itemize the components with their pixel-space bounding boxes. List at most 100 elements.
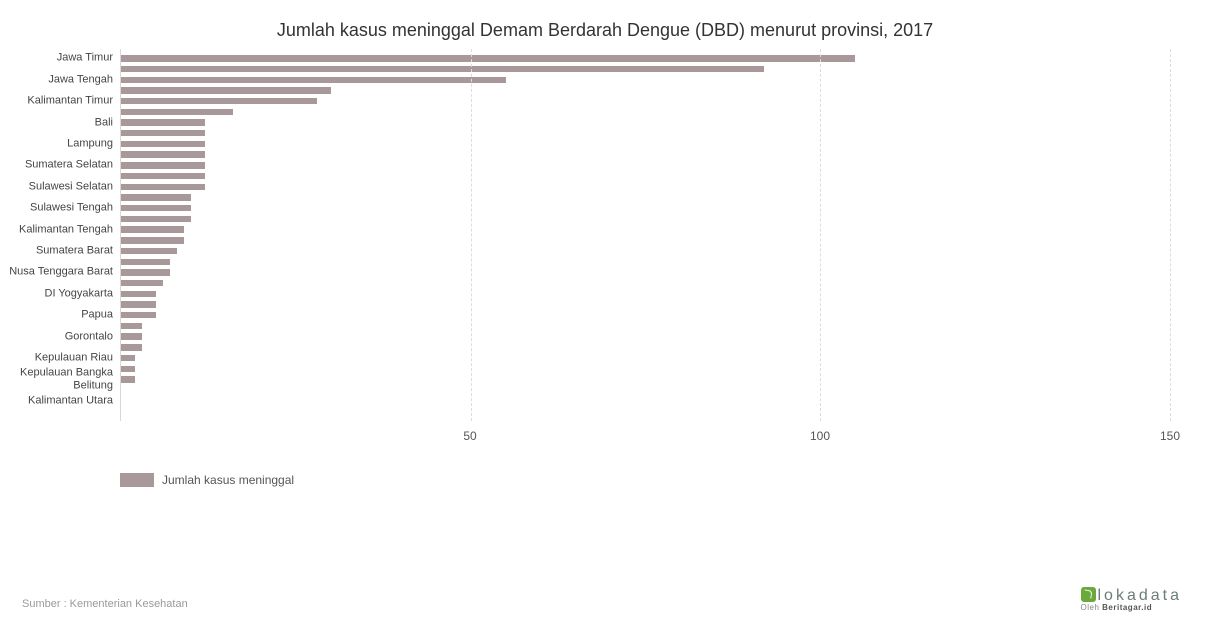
y-tick-label: Jawa Timur	[3, 52, 121, 65]
bar-row: Sulawesi Selatan	[121, 181, 1170, 192]
x-tick-label: 100	[810, 429, 830, 443]
bar	[121, 151, 205, 157]
bar-row	[121, 278, 1170, 289]
y-tick-label: Gorontalo	[3, 330, 121, 343]
bar-row	[121, 363, 1170, 374]
bar-row: Kalimantan Tengah	[121, 224, 1170, 235]
y-tick-label: Sumatera Selatan	[3, 159, 121, 172]
bar	[121, 194, 191, 200]
bar-row: Bali	[121, 117, 1170, 128]
bar	[121, 291, 156, 297]
bar	[121, 55, 855, 61]
bar-row: Jawa Timur	[121, 53, 1170, 64]
bar-row	[121, 149, 1170, 160]
y-tick-label: DI Yogyakarta	[3, 287, 121, 300]
bar-row	[121, 299, 1170, 310]
bar	[121, 269, 170, 275]
bar	[121, 333, 142, 339]
bar	[121, 355, 135, 361]
bar	[121, 216, 191, 222]
bar	[121, 259, 170, 265]
source-text: Sumber : Kementerian Kesehatan	[22, 598, 188, 610]
legend-label: Jumlah kasus meninggal	[162, 473, 294, 487]
bar-row: Nusa Tenggara Barat	[121, 267, 1170, 278]
bar-row	[121, 171, 1170, 182]
bar	[121, 237, 184, 243]
bar-row: Lampung	[121, 139, 1170, 150]
bar	[121, 376, 135, 382]
bar	[121, 87, 331, 93]
plot-region: Jawa Timur Jawa Tengah Kalimantan Timur Bal…	[120, 49, 1170, 421]
bar-row: Jawa Tengah	[121, 74, 1170, 85]
bar-row	[121, 406, 1170, 417]
bar	[121, 205, 191, 211]
bar-row: Kalimantan Timur	[121, 96, 1170, 107]
bar-row	[121, 128, 1170, 139]
y-tick-label: Lampung	[3, 138, 121, 151]
bar-row: Gorontalo	[121, 331, 1170, 342]
bar-row	[121, 256, 1170, 267]
gridline	[1170, 49, 1171, 421]
bar	[121, 173, 205, 179]
bar-row	[121, 192, 1170, 203]
bar	[121, 141, 205, 147]
bar-row: Sulawesi Tengah	[121, 203, 1170, 214]
y-tick-label: Kepulauan Bangka Belitung	[3, 367, 121, 392]
x-tick-label: 150	[1160, 429, 1180, 443]
bar	[121, 109, 233, 115]
bar-row	[121, 235, 1170, 246]
bar-row: Kalimantan Utara	[121, 396, 1170, 407]
y-tick-label: Jawa Tengah	[3, 73, 121, 86]
leaf-icon	[1081, 587, 1096, 602]
bar-row	[121, 85, 1170, 96]
bar	[121, 162, 205, 168]
gridline	[471, 49, 472, 421]
chart-title: Jumlah kasus meninggal Demam Berdarah De…	[0, 0, 1210, 49]
y-tick-label: Kalimantan Tengah	[3, 223, 121, 236]
legend: Jumlah kasus meninggal	[120, 473, 1210, 487]
bar-row	[121, 385, 1170, 396]
bar-row	[121, 321, 1170, 332]
bar	[121, 119, 205, 125]
gridline	[820, 49, 821, 421]
bar	[121, 66, 764, 72]
y-tick-label: Kalimantan Timur	[3, 95, 121, 108]
brand-sub-prefix: Oleh	[1081, 603, 1103, 612]
bar	[121, 77, 506, 83]
bar	[121, 323, 142, 329]
brand-name-text: lokadata	[1098, 587, 1183, 604]
bar	[121, 130, 205, 136]
bar-row	[121, 214, 1170, 225]
y-tick-label: Sulawesi Tengah	[3, 202, 121, 215]
bar-row	[121, 64, 1170, 75]
chart-area: Jawa Timur Jawa Tengah Kalimantan Timur Bal…	[120, 49, 1170, 449]
bar-row: Kepulauan Riau	[121, 353, 1170, 364]
bar-row	[121, 342, 1170, 353]
bar	[121, 98, 317, 104]
bar-row: Papua	[121, 310, 1170, 321]
bar	[121, 312, 156, 318]
brand-logo: lokadata Oleh Beritagar.id	[1081, 587, 1183, 612]
bar-row	[121, 107, 1170, 118]
bar	[121, 226, 184, 232]
bar	[121, 301, 156, 307]
y-tick-label: Kalimantan Utara	[3, 395, 121, 408]
bar-row: Sumatera Selatan	[121, 160, 1170, 171]
legend-swatch	[120, 473, 154, 487]
bar	[121, 184, 205, 190]
y-tick-label: Papua	[3, 309, 121, 322]
y-tick-label: Nusa Tenggara Barat	[3, 266, 121, 279]
bar	[121, 366, 135, 372]
bar	[121, 280, 163, 286]
y-tick-label: Kepulauan Riau	[3, 352, 121, 365]
y-tick-label: Sumatera Barat	[3, 245, 121, 258]
bar-row: DI Yogyakarta	[121, 288, 1170, 299]
bars-container: Jawa Timur Jawa Tengah Kalimantan Timur Bal…	[121, 53, 1170, 417]
bar-row: Sumatera Barat	[121, 246, 1170, 257]
bar-row: Kepulauan Bangka Belitung	[121, 374, 1170, 385]
x-tick-label: 50	[463, 429, 476, 443]
y-tick-label: Bali	[3, 116, 121, 129]
y-tick-label: Sulawesi Selatan	[3, 180, 121, 193]
brand-sub-bold: Beritagar.id	[1102, 603, 1152, 612]
bar	[121, 248, 177, 254]
